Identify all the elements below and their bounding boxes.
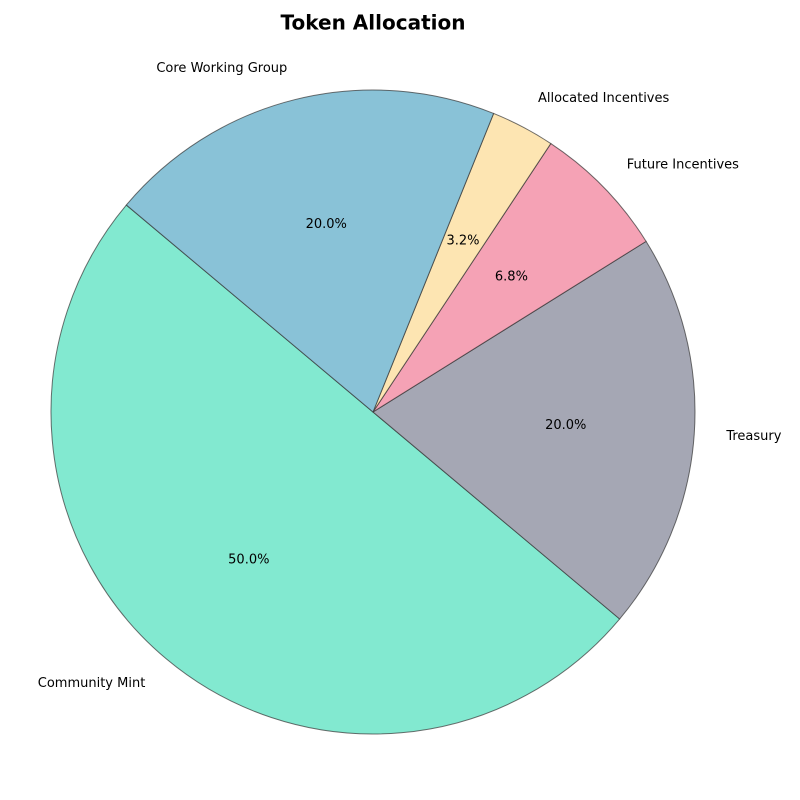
pie-slice bbox=[125, 89, 495, 413]
pie-slice bbox=[372, 240, 696, 620]
slice-label: Future Incentives bbox=[627, 157, 739, 172]
slice-percent: 6.8% bbox=[495, 270, 528, 285]
pie-slice bbox=[372, 142, 647, 413]
slice-percent: 20.0% bbox=[306, 217, 347, 232]
slice-percent: 3.2% bbox=[446, 234, 479, 249]
slice-label: Core Working Group bbox=[156, 61, 287, 76]
slice-label: Allocated Incentives bbox=[538, 91, 670, 106]
pie-slice bbox=[50, 204, 621, 735]
slice-percent: 20.0% bbox=[545, 418, 586, 433]
slice-label: Treasury bbox=[725, 429, 781, 444]
slice-percent: 50.0% bbox=[228, 552, 269, 567]
slice-label: Community Mint bbox=[38, 676, 146, 691]
chart-title: Token Allocation bbox=[281, 11, 466, 35]
